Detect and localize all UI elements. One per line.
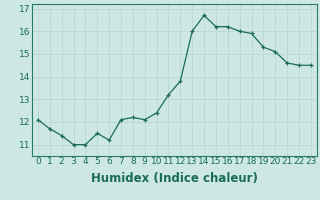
X-axis label: Humidex (Indice chaleur): Humidex (Indice chaleur): [91, 172, 258, 185]
